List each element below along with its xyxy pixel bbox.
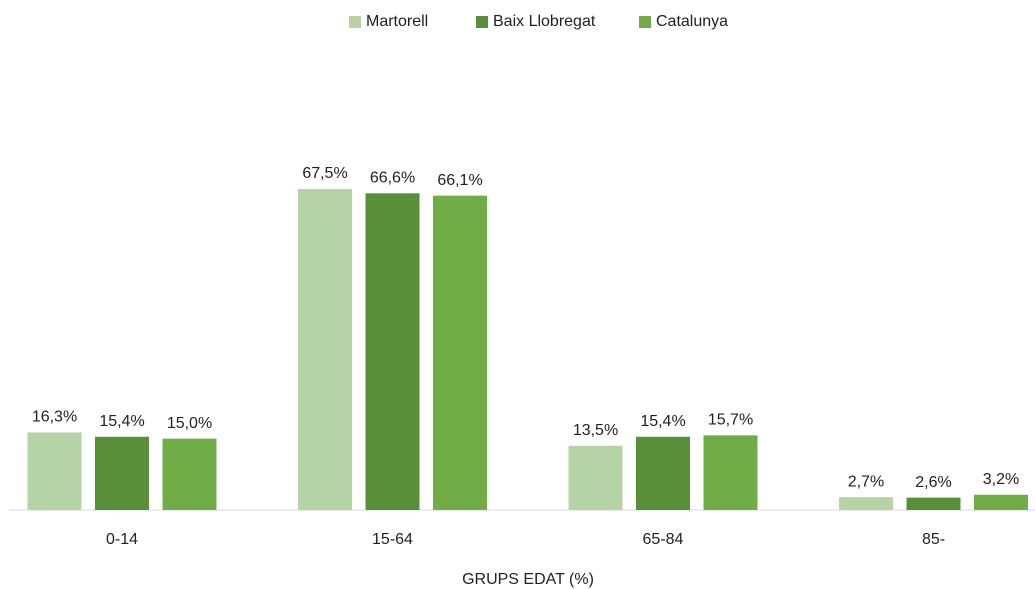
- x-tick-label: 65-84: [643, 531, 684, 548]
- x-axis-title: GRUPS EDAT (%): [462, 571, 594, 588]
- x-tick-label: 0-14: [106, 531, 138, 548]
- legend-label: Baix Llobregat: [493, 13, 596, 30]
- data-label: 15,4%: [640, 413, 685, 430]
- bar: [839, 497, 893, 510]
- bar: [568, 445, 623, 510]
- data-label: 3,2%: [983, 471, 1019, 488]
- legend-swatch: [349, 16, 361, 28]
- data-label: 15,4%: [99, 413, 144, 430]
- data-label: 66,1%: [437, 172, 482, 189]
- bar: [95, 436, 149, 510]
- data-label: 15,0%: [167, 415, 212, 432]
- legend-swatch: [476, 16, 488, 28]
- bar: [433, 195, 487, 510]
- bar: [298, 189, 352, 510]
- bar: [703, 435, 758, 510]
- bar: [636, 436, 690, 510]
- data-label: 13,5%: [573, 422, 618, 439]
- legend-swatch: [639, 16, 651, 28]
- bar: [974, 494, 1028, 510]
- x-tick-label: 15-64: [372, 531, 413, 548]
- bar: [162, 438, 217, 510]
- data-label: 15,7%: [708, 412, 753, 429]
- data-label: 66,6%: [370, 169, 415, 186]
- legend-label: Martorell: [366, 13, 428, 30]
- data-label: 2,6%: [915, 474, 951, 491]
- data-label: 16,3%: [32, 409, 77, 426]
- legend-label: Catalunya: [656, 13, 728, 30]
- x-tick-label: 85-: [922, 531, 945, 548]
- data-label: 67,5%: [302, 165, 347, 182]
- data-label: 2,7%: [848, 473, 884, 490]
- bar: [365, 193, 420, 510]
- bar: [27, 432, 82, 510]
- bar: [906, 497, 961, 510]
